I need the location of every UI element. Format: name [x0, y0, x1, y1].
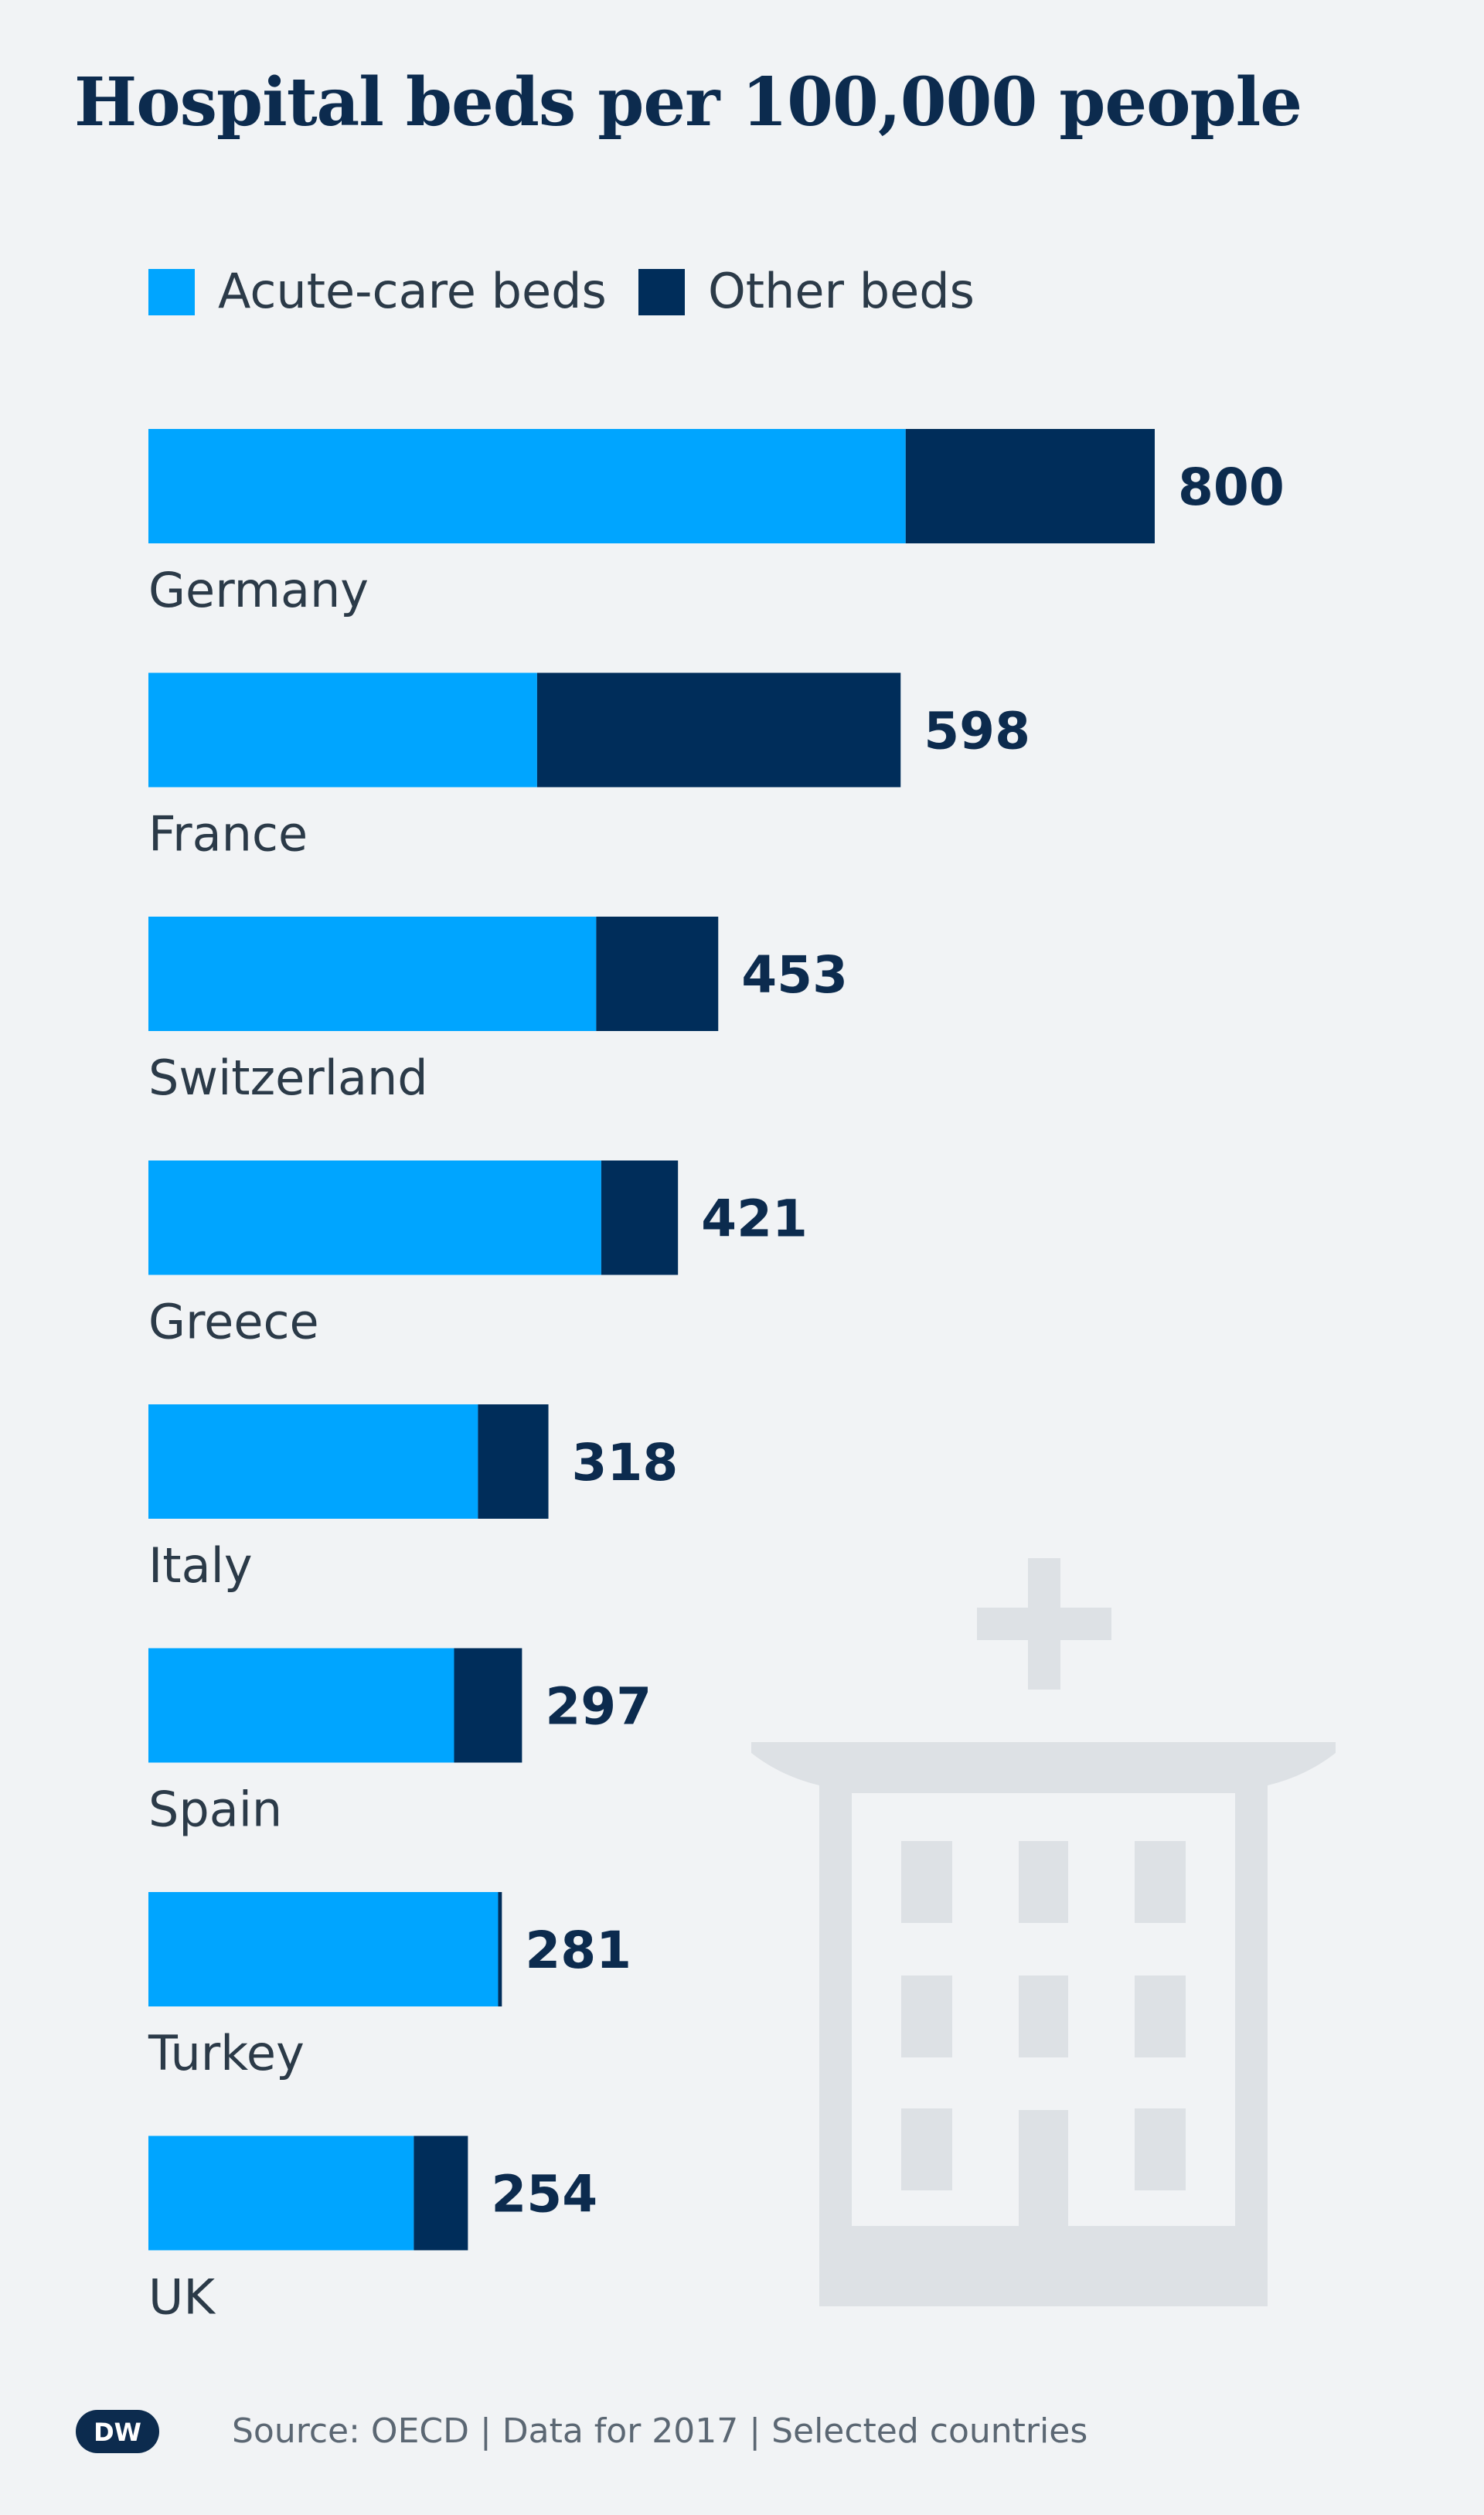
bar-other-beds-uk — [414, 2136, 468, 2251]
category-label-spain: Spain — [148, 1782, 282, 1838]
legend-swatch-acute-care — [148, 269, 195, 315]
dw-logo-text: DW — [94, 2418, 141, 2447]
category-label-france: France — [148, 806, 308, 863]
bar-acute-care-beds-spain — [148, 1648, 454, 1763]
category-label-germany: Germany — [148, 562, 369, 618]
window — [1135, 1841, 1186, 1923]
bar-acute-care-beds-germany — [148, 429, 906, 543]
bar-other-beds-turkey — [498, 1892, 502, 2006]
value-label-spain: 297 — [545, 1677, 652, 1737]
chart-title: Hospital beds per 100,000 people — [74, 63, 1302, 141]
category-label-italy: Italy — [148, 1537, 253, 1594]
value-label-italy: 318 — [572, 1433, 679, 1492]
hospital-illustration — [751, 1558, 1336, 2306]
window — [1019, 1841, 1068, 1923]
legend-label-other: Other beds — [708, 263, 975, 319]
bar-acute-care-beds-greece — [148, 1160, 601, 1275]
window — [901, 1841, 952, 1923]
bar-other-beds-italy — [478, 1404, 549, 1519]
source-note: Source: OECD | Data for 2017 | Selected … — [232, 2411, 1088, 2451]
bar-acute-care-beds-france — [148, 672, 537, 788]
legend-label-acute-care: Acute-care beds — [218, 263, 607, 319]
bar-other-beds-greece — [601, 1160, 679, 1275]
bar-acute-care-beds-italy — [148, 1404, 478, 1519]
window — [1135, 2108, 1186, 2190]
value-label-germany: 800 — [1178, 458, 1285, 517]
building-door — [1019, 2110, 1068, 2241]
category-label-switzerland: Switzerland — [148, 1050, 428, 1106]
value-label-switzerland: 453 — [741, 945, 848, 1005]
bar-acute-care-beds-uk — [148, 2136, 414, 2251]
cross-horizontal — [977, 1608, 1111, 1640]
window — [901, 1976, 952, 2057]
legend-swatch-other — [638, 269, 685, 315]
bar-acute-care-beds-turkey — [148, 1892, 499, 2006]
window — [901, 2108, 952, 2190]
dw-logo: DW — [76, 2410, 159, 2453]
value-label-greece: 421 — [701, 1189, 808, 1249]
value-label-uk: 254 — [491, 2165, 597, 2224]
category-label-turkey: Turkey — [148, 2025, 305, 2081]
value-label-turkey: 281 — [525, 1921, 631, 1980]
window — [1135, 1976, 1186, 2057]
bar-other-beds-germany — [905, 429, 1155, 543]
bar-other-beds-spain — [454, 1648, 522, 1763]
window — [1019, 1976, 1068, 2057]
category-label-greece: Greece — [148, 1294, 319, 1350]
bars-group: 800 Germany 598 France 453 Switzerland 421 Gree… — [148, 429, 1285, 2326]
bar-other-beds-france — [536, 672, 901, 788]
bar-other-beds-switzerland — [596, 917, 719, 1031]
bar-acute-care-beds-switzerland — [148, 917, 597, 1031]
value-label-france: 598 — [924, 702, 1030, 761]
category-label-uk: UK — [148, 2269, 216, 2326]
